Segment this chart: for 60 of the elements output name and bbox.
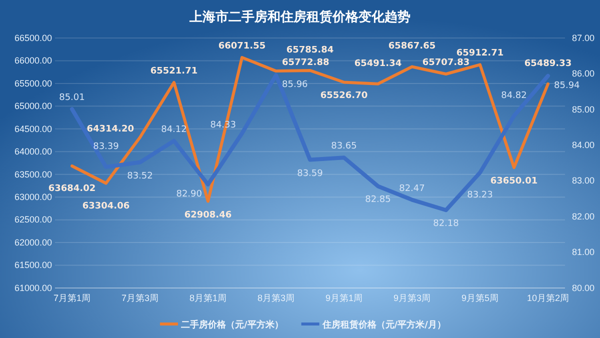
- data-label: 83.52: [127, 171, 153, 182]
- x-tick-label: 9月第5周: [461, 292, 499, 303]
- y-tick-label: 65000.00: [14, 101, 52, 112]
- legend-label: 住房租赁价格（元/平方米/月）: [321, 320, 446, 330]
- chart-title: 上海市二手房和住房租赁价格变化趋势: [188, 9, 410, 25]
- data-label: 82.18: [433, 219, 460, 230]
- y-tick-label: 64500.00: [14, 124, 52, 134]
- y-tick-label: 65500.00: [14, 78, 52, 88]
- y-tick-label: 63500.00: [14, 169, 52, 180]
- data-label: 62908.46: [184, 210, 232, 220]
- data-label: 65785.84: [286, 45, 334, 56]
- data-label: 65867.65: [388, 42, 436, 52]
- data-label: 65526.70: [320, 91, 368, 102]
- data-label: 63650.01: [490, 176, 538, 187]
- data-label: 65489.33: [524, 58, 572, 69]
- y2-tick-label: 87.00: [572, 32, 595, 43]
- legend-label: 二手房价格（元/平方米）: [181, 320, 284, 330]
- y-tick-label: 66500.00: [14, 32, 52, 43]
- y-tick-label: 61500.00: [14, 260, 52, 270]
- data-label: 84.82: [501, 90, 527, 101]
- data-label: 85.96: [282, 80, 308, 90]
- data-label: 65912.71: [456, 48, 504, 59]
- data-label: 65707.83: [422, 58, 470, 68]
- data-label: 82.85: [365, 195, 391, 206]
- y-tick-label: 64000.00: [14, 146, 52, 157]
- y-tick-label: 66000.00: [14, 56, 52, 66]
- x-tick-label: 9月第3周: [393, 292, 431, 303]
- y2-tick-label: 81.00: [572, 247, 595, 258]
- y-tick-label: 61000.00: [14, 282, 52, 293]
- y-tick-label: 62500.00: [14, 214, 52, 225]
- y-tick-label: 62000.00: [14, 237, 52, 248]
- data-label: 65521.71: [150, 66, 198, 76]
- x-tick-label: 8月第1周: [189, 292, 227, 303]
- x-tick-label: 8月第3周: [257, 292, 295, 303]
- data-label: 83.65: [331, 142, 357, 152]
- data-label: 63304.06: [82, 201, 130, 212]
- y2-tick-label: 82.00: [572, 211, 595, 222]
- x-tick-label: 9月第1周: [325, 292, 363, 303]
- data-label: 64314.20: [86, 124, 134, 134]
- data-label: 83.39: [93, 142, 120, 152]
- y2-tick-label: 83.00: [572, 176, 595, 186]
- y2-tick-label: 80.00: [572, 282, 595, 293]
- data-label: 65491.34: [354, 58, 402, 69]
- data-label: 63684.02: [48, 184, 96, 194]
- data-label: 83.59: [297, 168, 324, 179]
- x-tick-label: 10月第2周: [526, 292, 570, 303]
- y2-tick-label: 86.00: [572, 68, 595, 79]
- data-label: 82.90: [176, 189, 202, 200]
- data-label: 84.12: [161, 124, 187, 135]
- data-label: 83.23: [467, 190, 493, 201]
- y-tick-label: 63000.00: [14, 192, 52, 202]
- data-label: 85.01: [59, 93, 85, 104]
- x-tick-label: 7月第1周: [53, 292, 91, 303]
- data-label: 66071.55: [218, 41, 266, 52]
- y2-tick-label: 84.00: [572, 140, 595, 150]
- data-label: 82.47: [399, 184, 425, 194]
- y2-tick-label: 85.00: [572, 104, 595, 114]
- x-tick-label: 7月第3周: [121, 292, 159, 303]
- data-label: 85.94: [554, 80, 580, 91]
- data-label: 65772.88: [282, 58, 330, 68]
